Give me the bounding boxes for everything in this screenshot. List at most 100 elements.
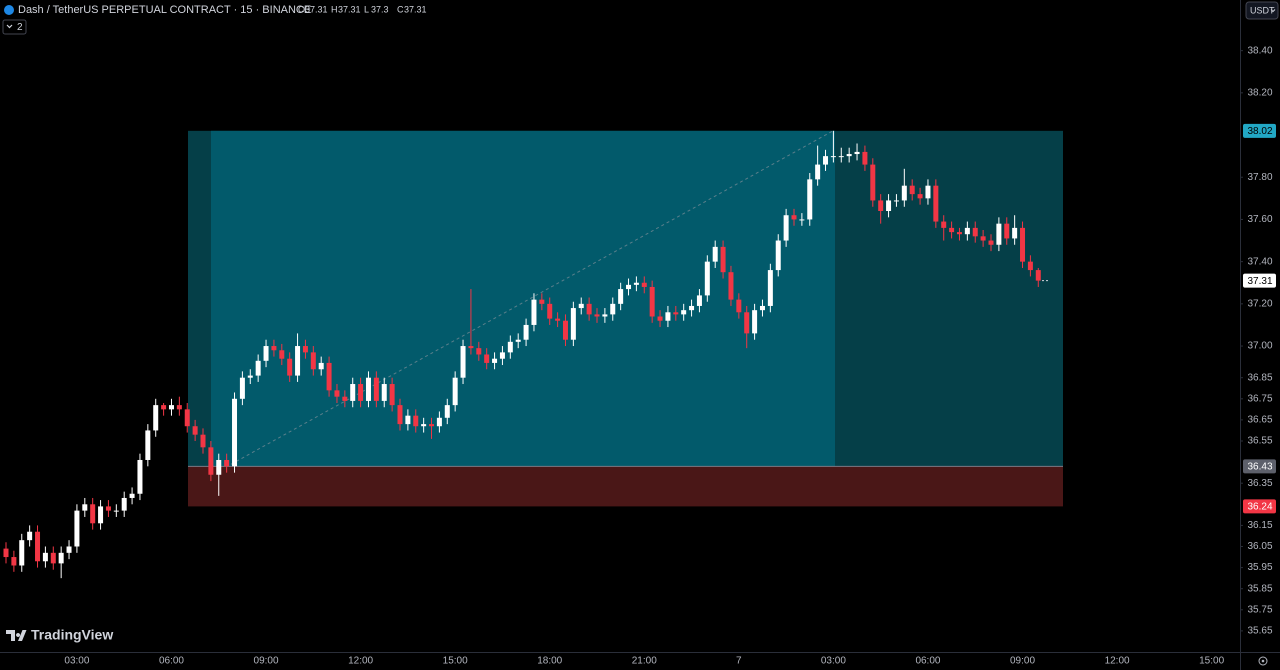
x-tick-label: 03:00 (64, 656, 89, 667)
candle-body (113, 510, 119, 512)
candle-body (137, 459, 143, 494)
candle-body (626, 284, 632, 290)
candle-body (649, 286, 655, 317)
candle-body (988, 240, 994, 245)
y-tick-label: 37.40 (1247, 256, 1272, 267)
candle-body (1012, 227, 1018, 239)
candle-body (19, 540, 25, 566)
axes: 38.40 38.20 37.80 37.60 37.40 37.20 37.00 36.85… (64, 45, 1276, 667)
candle-body (27, 531, 33, 541)
candle-body (452, 377, 458, 406)
chevron (1270, 9, 1276, 13)
candle-body (58, 552, 64, 564)
settings-button[interactable] (1258, 656, 1268, 666)
indicator-toggle[interactable]: 2 (2, 19, 27, 35)
candle-body (105, 506, 111, 511)
y-tick-label: 37.80 (1247, 172, 1272, 183)
settings-icon[interactable] (1258, 656, 1268, 666)
candle-body (562, 320, 568, 340)
stop-price-label: 36.24 (1247, 502, 1272, 513)
ohlc-name: H (331, 4, 338, 14)
candle-body (1027, 261, 1033, 271)
candle-body (397, 405, 403, 425)
candle-body (838, 156, 844, 158)
candle-body (886, 200, 892, 212)
candle-body (184, 409, 190, 427)
candle-body (468, 346, 474, 349)
candle-body (42, 552, 48, 562)
entry-price-label-box (1243, 459, 1276, 474)
candle-body (263, 346, 269, 361)
candle-body (342, 396, 348, 401)
candle-body (279, 350, 285, 359)
x-tick-label: 7 (736, 656, 742, 667)
candle-body (3, 548, 9, 558)
indicator-count: 2 (17, 22, 23, 33)
candle-body (728, 272, 734, 300)
x-tick-label: 06:00 (915, 656, 940, 667)
candle-body (271, 346, 277, 351)
candle-body (436, 417, 442, 427)
y-tick-label: 37.20 (1247, 298, 1272, 309)
candle-body (917, 194, 923, 199)
candle-body (11, 557, 17, 566)
currency-box[interactable] (1245, 1, 1279, 20)
ohlc-name: C (397, 4, 404, 14)
candle-body (476, 348, 482, 355)
entry-price-label: 36.43 (1247, 461, 1272, 472)
y-tick-label: 36.05 (1247, 541, 1272, 552)
brand-logo[interactable]: TradingView (6, 627, 113, 643)
candle-body (161, 405, 167, 410)
x-tick-label: 06:00 (159, 656, 184, 667)
candle-body (791, 215, 797, 220)
candle-body (586, 303, 592, 315)
y-tick-label: 38.40 (1247, 45, 1272, 56)
currency-button[interactable]: USDT (1245, 1, 1279, 20)
candle-body (539, 299, 545, 304)
candle-body (1020, 227, 1026, 262)
candle-body (373, 377, 379, 401)
x-tick-label: 12:00 (1105, 656, 1130, 667)
candle-body (287, 358, 293, 376)
plot-area (3, 130, 1063, 579)
y-tick-label: 35.85 (1247, 583, 1272, 594)
candle-body (570, 308, 576, 340)
candle-body (673, 312, 679, 315)
chevron (6, 24, 13, 29)
candle-body (153, 405, 159, 431)
candle-body (531, 299, 537, 325)
target-price-label-box (1243, 123, 1276, 138)
candle-body (909, 185, 915, 195)
candle-body (523, 324, 529, 340)
candle-body (50, 552, 56, 564)
candle-body (594, 314, 600, 317)
symbol-title[interactable]: Dash / TetherUS PERPETUAL CONTRACT · 15 … (18, 4, 311, 16)
candle-body (823, 156, 829, 165)
y-tick-label: 36.55 (1247, 436, 1272, 447)
candle-body (295, 346, 301, 376)
candle-body (1004, 223, 1010, 239)
x-tick-label: 09:00 (254, 656, 279, 667)
candle-body (744, 312, 750, 334)
candle-body (941, 221, 947, 228)
indicator-badge[interactable] (2, 19, 27, 35)
candle-body (689, 305, 695, 311)
candle-body (460, 346, 466, 378)
candle-body (752, 310, 758, 334)
target-price-label: 38.02 (1247, 126, 1272, 137)
y-tick-label: 35.65 (1247, 626, 1272, 637)
candle-body (358, 384, 364, 401)
candle-body (712, 246, 718, 262)
candle-body (232, 398, 238, 467)
candle-body (665, 312, 671, 321)
candle-body (484, 354, 490, 363)
candle-body (610, 303, 616, 315)
candle-body (633, 282, 639, 285)
candle-body (35, 531, 41, 562)
candle-body (901, 185, 907, 201)
candle-body (492, 358, 498, 363)
candle-body (302, 346, 308, 353)
candle-body (799, 219, 805, 221)
y-tick-label: 37.00 (1247, 341, 1272, 352)
